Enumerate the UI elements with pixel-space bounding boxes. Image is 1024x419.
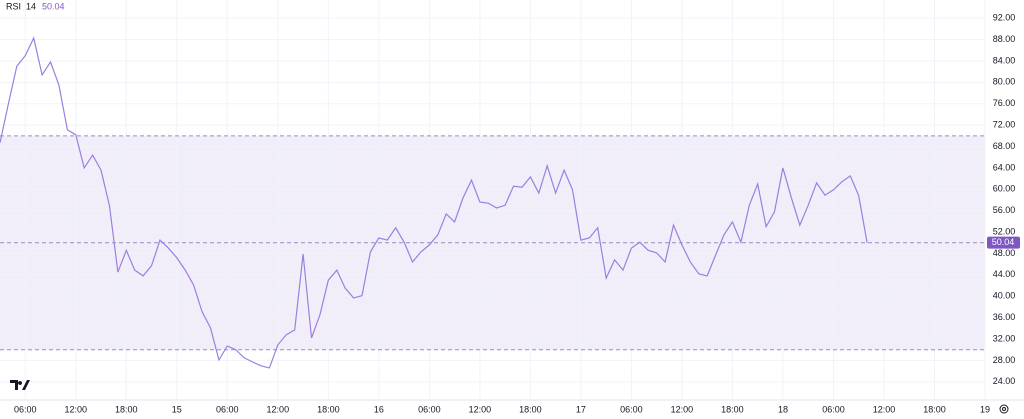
y-tick-label: 88.00 (993, 34, 1016, 44)
x-tick-label: 18:00 (721, 404, 744, 414)
x-tick-label: 19 (980, 404, 990, 414)
y-tick-label: 52.00 (993, 226, 1016, 236)
last-value-badge (987, 236, 1020, 249)
x-tick-label: 12:00 (873, 404, 896, 414)
x-tick-label: 06:00 (216, 404, 239, 414)
y-tick-label: 72.00 (993, 120, 1016, 130)
y-tick-label: 76.00 (993, 98, 1016, 108)
x-tick-label: 18 (778, 404, 788, 414)
x-tick-label: 06:00 (418, 404, 441, 414)
settings-icon[interactable] (999, 404, 1009, 414)
last-value-label: 50.04 (992, 237, 1015, 247)
y-tick-label: 68.00 (993, 141, 1016, 151)
x-tick-label: 18:00 (519, 404, 542, 414)
x-tick-label: 16 (374, 404, 384, 414)
logo[interactable] (10, 380, 30, 390)
y-tick-label: 32.00 (993, 333, 1016, 343)
rsi-line (0, 36, 868, 369)
y-tick-label: 56.00 (993, 205, 1016, 215)
y-tick-label: 40.00 (993, 291, 1016, 301)
y-tick-label: 24.00 (993, 376, 1016, 386)
x-tick-label: 06:00 (620, 404, 643, 414)
x-tick-label: 12:00 (671, 404, 694, 414)
y-tick-label: 60.00 (993, 184, 1016, 194)
x-tick-label: 17 (576, 404, 586, 414)
x-tick-label: 15 (172, 404, 182, 414)
indicator-value: 50.04 (42, 1, 65, 11)
x-tick-label: 06:00 (14, 404, 37, 414)
x-tick-label: 06:00 (822, 404, 845, 414)
x-tick-label: 12:00 (65, 404, 88, 414)
x-tick-label: 18:00 (317, 404, 340, 414)
y-tick-label: 28.00 (993, 355, 1016, 365)
x-tick-label: 12:00 (267, 404, 290, 414)
indicator-name: RSI (6, 1, 21, 11)
x-tick-label: 18:00 (923, 404, 946, 414)
y-tick-label: 84.00 (993, 55, 1016, 65)
y-tick-label: 92.00 (993, 13, 1016, 23)
y-tick-label: 48.00 (993, 248, 1016, 258)
y-tick-label: 44.00 (993, 269, 1016, 279)
x-tick-label: 18:00 (115, 404, 138, 414)
y-tick-label: 80.00 (993, 77, 1016, 87)
x-tick-label: 12:00 (469, 404, 492, 414)
y-tick-label: 36.00 (993, 312, 1016, 322)
y-tick-label: 64.00 (993, 162, 1016, 172)
indicator-length: 14 (26, 1, 36, 11)
plot (0, 0, 986, 400)
